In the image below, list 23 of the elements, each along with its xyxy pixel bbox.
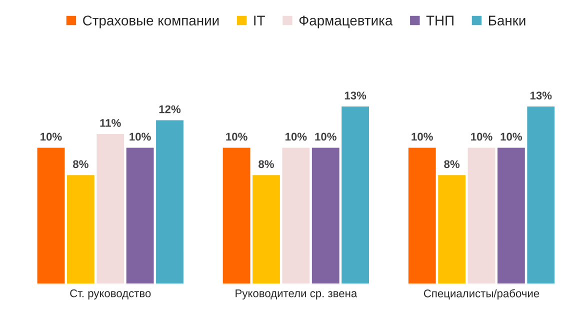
data-label: 10% bbox=[130, 132, 151, 141]
data-label: 13% bbox=[344, 92, 366, 100]
data-label: 8% bbox=[258, 160, 274, 168]
data-label: 10% bbox=[226, 132, 248, 141]
legend-label: IT bbox=[254, 16, 265, 26]
data-label: 8% bbox=[72, 160, 88, 168]
data-label: 10% bbox=[500, 132, 522, 141]
data-label: 10% bbox=[471, 132, 492, 141]
data-label: 8% bbox=[444, 160, 460, 168]
legend-label: Фармацевтика bbox=[299, 16, 393, 28]
data-label: 11% bbox=[100, 119, 121, 127]
x-tick-label: Специалисты/рабочие bbox=[424, 289, 540, 300]
data-label: 10% bbox=[286, 132, 307, 141]
legend-label: Банки bbox=[488, 16, 526, 26]
x-tick-label: Руководители ср. звена bbox=[236, 290, 358, 300]
data-label: 10% bbox=[40, 132, 62, 141]
data-label: 10% bbox=[315, 132, 336, 141]
legend-label: Страховые компании bbox=[83, 16, 219, 28]
data-label: 10% bbox=[412, 132, 433, 141]
x-tick-label: Ст. руководство bbox=[70, 289, 151, 300]
data-label: 13% bbox=[530, 92, 552, 100]
data-label: 12% bbox=[159, 105, 181, 114]
legend-label: ТНП bbox=[426, 16, 454, 26]
